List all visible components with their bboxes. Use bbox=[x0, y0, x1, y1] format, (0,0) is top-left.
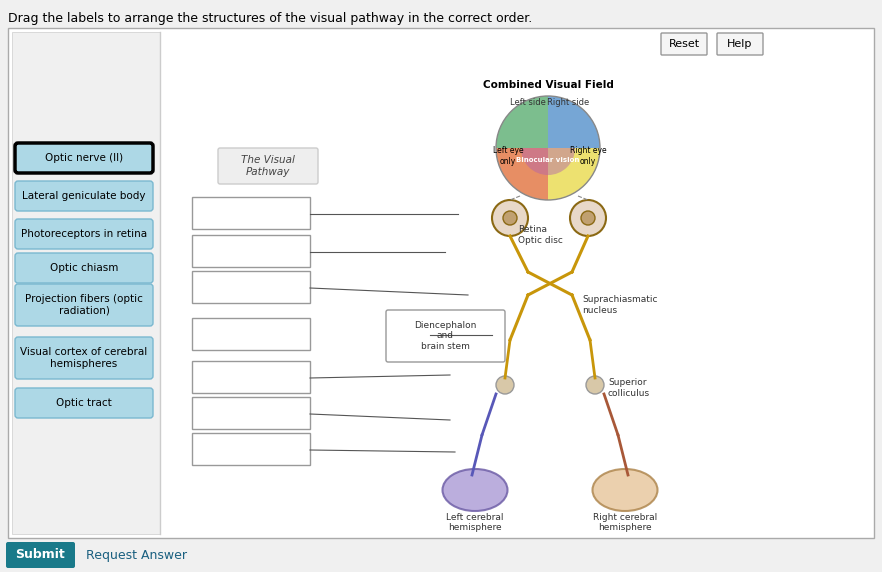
FancyBboxPatch shape bbox=[15, 284, 153, 326]
Text: Superior
colliculus: Superior colliculus bbox=[608, 378, 650, 398]
Circle shape bbox=[570, 200, 606, 236]
FancyBboxPatch shape bbox=[192, 361, 310, 393]
Text: Photoreceptors in retina: Photoreceptors in retina bbox=[21, 229, 147, 239]
Text: Left eye
only: Left eye only bbox=[493, 146, 523, 166]
FancyBboxPatch shape bbox=[12, 32, 160, 534]
Circle shape bbox=[496, 376, 514, 394]
FancyBboxPatch shape bbox=[8, 28, 874, 538]
Ellipse shape bbox=[443, 469, 507, 511]
Text: Right cerebral
hemisphere: Right cerebral hemisphere bbox=[593, 513, 657, 533]
FancyBboxPatch shape bbox=[15, 143, 153, 173]
Circle shape bbox=[503, 211, 517, 225]
Wedge shape bbox=[521, 148, 575, 175]
Text: Binocular vision: Binocular vision bbox=[516, 157, 579, 163]
FancyBboxPatch shape bbox=[15, 253, 153, 283]
Text: Help: Help bbox=[728, 39, 752, 49]
FancyBboxPatch shape bbox=[192, 397, 310, 429]
FancyBboxPatch shape bbox=[15, 388, 153, 418]
FancyBboxPatch shape bbox=[15, 219, 153, 249]
Text: Reset: Reset bbox=[669, 39, 699, 49]
FancyBboxPatch shape bbox=[15, 337, 153, 379]
Text: Combined Visual Field: Combined Visual Field bbox=[482, 80, 614, 90]
FancyBboxPatch shape bbox=[192, 318, 310, 350]
FancyBboxPatch shape bbox=[218, 148, 318, 184]
FancyBboxPatch shape bbox=[6, 542, 75, 568]
Text: Left cerebral
hemisphere: Left cerebral hemisphere bbox=[446, 513, 504, 533]
Text: Optic chiasm: Optic chiasm bbox=[49, 263, 118, 273]
FancyBboxPatch shape bbox=[386, 310, 505, 362]
Text: Diencephalon
and
brain stem: Diencephalon and brain stem bbox=[414, 321, 476, 351]
Wedge shape bbox=[496, 148, 548, 200]
FancyBboxPatch shape bbox=[661, 33, 707, 55]
Wedge shape bbox=[548, 148, 600, 200]
Text: Right side: Right side bbox=[547, 98, 589, 107]
Circle shape bbox=[586, 376, 604, 394]
FancyBboxPatch shape bbox=[192, 433, 310, 465]
FancyBboxPatch shape bbox=[717, 33, 763, 55]
Text: Submit: Submit bbox=[15, 549, 65, 562]
Text: Visual cortex of cerebral
hemispheres: Visual cortex of cerebral hemispheres bbox=[20, 347, 147, 369]
Text: Optic tract: Optic tract bbox=[56, 398, 112, 408]
Text: Request Answer: Request Answer bbox=[86, 549, 187, 562]
Text: Left side: Left side bbox=[510, 98, 546, 107]
Text: Right eye
only: Right eye only bbox=[570, 146, 606, 166]
Text: The Visual
Pathway: The Visual Pathway bbox=[241, 155, 295, 177]
FancyBboxPatch shape bbox=[192, 235, 310, 267]
Ellipse shape bbox=[593, 469, 657, 511]
FancyBboxPatch shape bbox=[192, 271, 310, 303]
Wedge shape bbox=[496, 96, 548, 148]
Text: Drag the labels to arrange the structures of the visual pathway in the correct o: Drag the labels to arrange the structure… bbox=[8, 12, 532, 25]
FancyBboxPatch shape bbox=[15, 181, 153, 211]
Text: Suprachiasmatic
nucleus: Suprachiasmatic nucleus bbox=[582, 295, 657, 315]
Wedge shape bbox=[548, 96, 600, 148]
Text: Optic nerve (II): Optic nerve (II) bbox=[45, 153, 123, 163]
Text: Projection fibers (optic
radiation): Projection fibers (optic radiation) bbox=[25, 294, 143, 316]
FancyBboxPatch shape bbox=[192, 197, 310, 229]
Text: Retina
Optic disc: Retina Optic disc bbox=[518, 225, 563, 245]
Circle shape bbox=[581, 211, 595, 225]
Text: Lateral geniculate body: Lateral geniculate body bbox=[22, 191, 146, 201]
Circle shape bbox=[492, 200, 528, 236]
